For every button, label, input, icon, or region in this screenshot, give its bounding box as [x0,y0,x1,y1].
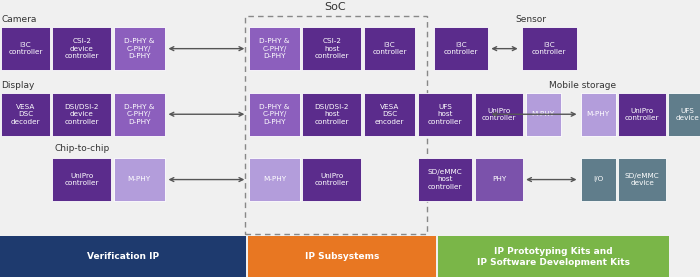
FancyBboxPatch shape [526,93,561,136]
FancyBboxPatch shape [475,93,523,136]
Text: I3C
controller: I3C controller [444,42,478,55]
FancyBboxPatch shape [581,93,615,136]
Text: CSI-2
device
controller: CSI-2 device controller [64,38,99,59]
FancyBboxPatch shape [249,158,300,201]
FancyBboxPatch shape [417,158,473,201]
Text: UniPro
controller: UniPro controller [314,173,349,186]
Text: UniPro
controller: UniPro controller [625,108,659,121]
Text: SD/eMMC
host
controller: SD/eMMC host controller [428,169,462,190]
Text: I/O: I/O [593,176,603,183]
FancyBboxPatch shape [1,27,50,70]
FancyBboxPatch shape [248,236,436,277]
Text: D-PHY &
C-PHY/
D-PHY: D-PHY & C-PHY/ D-PHY [124,104,155,125]
Text: CSI-2
host
controller: CSI-2 host controller [314,38,349,59]
FancyBboxPatch shape [0,236,246,277]
FancyBboxPatch shape [52,93,111,136]
Text: UFS
device: UFS device [676,108,700,121]
Text: Chip-to-chip: Chip-to-chip [55,144,110,153]
Text: UFS
host
controller: UFS host controller [428,104,462,125]
FancyBboxPatch shape [249,27,300,70]
Text: DSI/DSI-2
host
controller: DSI/DSI-2 host controller [314,104,349,125]
FancyBboxPatch shape [618,93,666,136]
Text: M-PHY: M-PHY [127,176,150,183]
FancyBboxPatch shape [364,27,415,70]
Text: SD/eMMC
device: SD/eMMC device [625,173,659,186]
Text: VESA
DSC
decoder: VESA DSC decoder [10,104,40,125]
Text: Display: Display [1,81,35,90]
Text: SoC: SoC [324,2,346,12]
FancyBboxPatch shape [249,93,300,136]
Text: M-PHY: M-PHY [262,176,286,183]
Text: M-PHY: M-PHY [532,111,555,117]
Text: D-PHY &
C-PHY/
D-PHY: D-PHY & C-PHY/ D-PHY [124,38,155,59]
FancyBboxPatch shape [52,27,111,70]
Text: PHY: PHY [492,176,506,183]
Text: I3C
controller: I3C controller [372,42,407,55]
FancyBboxPatch shape [113,27,164,70]
FancyBboxPatch shape [417,93,473,136]
FancyBboxPatch shape [522,27,577,70]
Text: VESA
DSC
encoder: VESA DSC encoder [374,104,404,125]
FancyBboxPatch shape [302,93,361,136]
FancyBboxPatch shape [52,158,111,201]
Text: D-PHY &
C-PHY/
D-PHY: D-PHY & C-PHY/ D-PHY [259,38,290,59]
Text: I3C
controller: I3C controller [8,42,43,55]
Text: DSI/DSI-2
device
controller: DSI/DSI-2 device controller [64,104,99,125]
FancyBboxPatch shape [113,93,164,136]
Text: I3C
controller: I3C controller [532,42,566,55]
FancyBboxPatch shape [302,158,361,201]
Text: IP Prototyping Kits and
IP Software Development Kits: IP Prototyping Kits and IP Software Deve… [477,247,630,267]
FancyBboxPatch shape [433,27,489,70]
FancyBboxPatch shape [581,158,615,201]
Text: Sensor: Sensor [515,16,546,24]
FancyBboxPatch shape [668,93,700,136]
FancyBboxPatch shape [302,27,361,70]
FancyBboxPatch shape [438,236,669,277]
FancyBboxPatch shape [618,158,666,201]
Text: UniPro
controller: UniPro controller [482,108,517,121]
FancyBboxPatch shape [364,93,415,136]
FancyBboxPatch shape [475,158,523,201]
Text: Camera: Camera [1,16,36,24]
Text: D-PHY &
C-PHY/
D-PHY: D-PHY & C-PHY/ D-PHY [259,104,290,125]
Text: UniPro
controller: UniPro controller [64,173,99,186]
FancyBboxPatch shape [1,93,50,136]
Text: IP Subsystems: IP Subsystems [304,252,379,261]
Text: M-PHY: M-PHY [587,111,610,117]
FancyBboxPatch shape [113,158,164,201]
Text: Mobile storage: Mobile storage [549,81,616,90]
Text: Verification IP: Verification IP [87,252,159,261]
